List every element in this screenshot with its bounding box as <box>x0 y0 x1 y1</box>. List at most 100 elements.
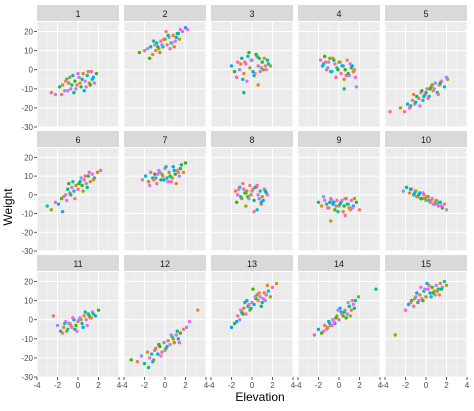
data-point <box>183 161 188 165</box>
data-point <box>143 174 148 178</box>
data-point <box>340 64 344 68</box>
data-point <box>421 298 425 303</box>
data-point <box>71 73 75 78</box>
data-point <box>229 325 234 330</box>
data-point <box>414 100 418 104</box>
data-point <box>268 64 273 68</box>
data-point <box>67 181 71 186</box>
data-point <box>429 198 433 203</box>
data-point <box>347 304 351 309</box>
data-point <box>356 295 361 299</box>
data-point <box>165 176 169 180</box>
data-point <box>171 165 175 169</box>
data-point <box>70 83 74 87</box>
data-point <box>417 298 421 303</box>
data-point <box>338 202 342 206</box>
facet-label: 5 <box>423 9 428 19</box>
data-point <box>82 178 86 182</box>
facet-panel: 8 <box>210 131 294 252</box>
data-point <box>170 41 174 45</box>
data-point <box>175 329 179 333</box>
data-point <box>147 183 152 188</box>
data-point <box>336 68 340 72</box>
data-point <box>234 75 239 80</box>
data-point <box>256 193 260 197</box>
data-point <box>87 170 91 175</box>
x-tick-label: 2 <box>357 381 362 390</box>
x-tick-label: 4 <box>291 381 296 390</box>
data-point <box>74 183 78 188</box>
data-point <box>263 64 268 68</box>
y-axis-title: Weight <box>1 188 15 226</box>
data-point <box>266 289 271 293</box>
data-point <box>156 352 160 356</box>
data-point <box>234 319 239 324</box>
x-tick-label: -2 <box>315 381 323 390</box>
x-tick-label: -2 <box>54 381 62 390</box>
data-point <box>342 87 346 91</box>
data-point <box>345 312 349 316</box>
data-point <box>178 331 183 335</box>
data-point <box>426 96 430 101</box>
data-point <box>316 200 321 205</box>
facet-label: 7 <box>162 135 167 145</box>
data-point <box>268 295 273 299</box>
data-point <box>349 198 353 203</box>
data-point <box>322 54 327 59</box>
data-point <box>354 85 359 89</box>
data-point <box>156 45 160 49</box>
data-point <box>178 166 183 171</box>
data-point <box>339 71 343 76</box>
data-point <box>162 37 166 41</box>
data-point <box>45 204 49 208</box>
facet-label: 12 <box>160 259 170 269</box>
data-point <box>444 208 449 212</box>
y-tick-label: 0 <box>29 316 34 325</box>
data-point <box>251 187 255 191</box>
facet-panel: 2 <box>123 5 207 128</box>
facet-label: 3 <box>249 9 254 19</box>
data-point <box>244 312 248 316</box>
data-point <box>274 281 279 286</box>
data-point <box>176 170 181 175</box>
y-tick-label: -30 <box>21 247 33 256</box>
data-point <box>55 323 60 328</box>
facet-strip <box>37 131 119 147</box>
data-point <box>173 172 177 176</box>
data-point <box>336 209 340 214</box>
data-point <box>413 191 417 195</box>
data-point <box>177 340 182 345</box>
data-point <box>423 287 427 291</box>
facet-label: 2 <box>162 9 167 19</box>
y-tick-label: 10 <box>24 172 33 181</box>
data-point <box>346 202 350 206</box>
data-point <box>326 325 330 330</box>
data-point <box>318 58 323 62</box>
facet-strip <box>298 5 380 21</box>
data-point <box>91 312 96 316</box>
data-point <box>80 321 84 326</box>
x-axis-title: Elevation <box>235 390 284 404</box>
data-point <box>342 204 346 208</box>
data-point <box>62 89 67 93</box>
data-point <box>72 189 76 193</box>
data-point <box>241 77 245 81</box>
data-point <box>166 33 170 38</box>
data-point <box>322 198 327 203</box>
data-point <box>351 302 356 307</box>
data-point <box>423 196 427 201</box>
data-point <box>421 191 425 195</box>
data-point <box>57 85 62 89</box>
data-point <box>259 304 263 309</box>
data-point <box>162 340 166 345</box>
data-point <box>89 316 94 320</box>
x-tick-label: -4 <box>33 381 41 390</box>
data-point <box>417 193 421 197</box>
data-point <box>325 202 329 206</box>
data-point <box>60 331 65 335</box>
data-point <box>439 287 444 291</box>
data-point <box>98 168 103 173</box>
data-point <box>255 208 259 212</box>
data-point <box>265 58 270 62</box>
